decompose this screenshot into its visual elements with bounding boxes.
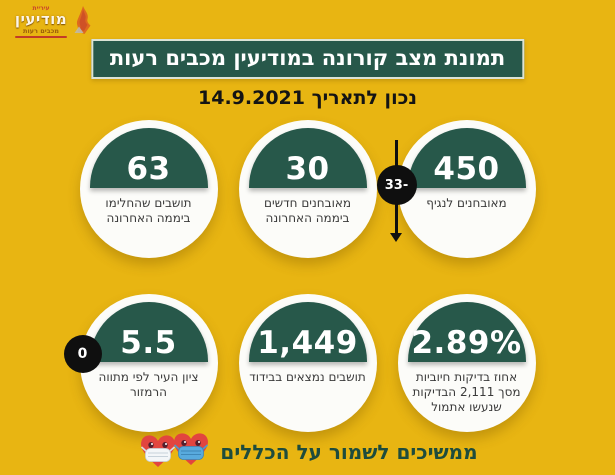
logo-city-suffix: מכבים רעות <box>23 27 59 36</box>
logo-city-name: מודיעין <box>14 10 68 29</box>
stat-label: מאובחנים חדשים ביממה האחרונה <box>263 196 352 225</box>
logo-city-prefix: עיריית <box>32 5 50 13</box>
stat-value: 63 <box>126 151 171 187</box>
stat-label: תושבים נמצאים בבידוד <box>249 370 366 384</box>
stats-row-bottom: 2.89% אחוז בדיקות חיוביות מסך 2,111 הבדי… <box>0 294 615 432</box>
stat-new-cases: 30 מאובחנים חדשים ביממה האחרונה <box>238 120 377 258</box>
stats-row-top: 450 מאובחנים לנגיף -33 30 מאובחנים חדשים… <box>0 120 615 258</box>
stat-dome: 2.89% <box>407 302 526 362</box>
stat-in-isolation: 1,449 תושבים נמצאים בבידוד <box>238 294 377 432</box>
logo-underline <box>14 35 68 38</box>
stat-circle: 450 מאובחנים לנגיף <box>397 120 536 258</box>
stat-circle: 5.5 ציון העיר לפי מתווה הרמזור <box>79 294 218 432</box>
stat-value: 450 <box>433 151 500 187</box>
stat-value: 30 <box>285 151 330 187</box>
stat-dome: 30 <box>248 128 367 188</box>
stat-label: מאובחנים לנגיף <box>426 196 507 210</box>
stat-dome: 1,449 <box>248 302 367 362</box>
stat-value: 1,449 <box>257 325 358 361</box>
page-title: תמונת מצב קורונה במודיעין מכבים רעות <box>90 39 525 79</box>
stat-label: תושבים שהחלימו ביממה האחרונה <box>105 196 192 225</box>
score-change-badge: 0 <box>63 335 102 373</box>
stat-circle: 30 מאובחנים חדשים ביממה האחרונה <box>238 120 377 258</box>
change-badge: -33 <box>376 165 417 205</box>
masked-hearts-icon <box>137 429 211 475</box>
stat-circle: 1,449 תושבים נמצאים בבידוד <box>238 294 377 432</box>
footer-message: ממשיכים לשמור על הכללים <box>220 440 478 464</box>
logo-figure-icon <box>73 5 92 39</box>
stat-circle: 2.89% אחוז בדיקות חיוביות מסך 2,111 הבדי… <box>397 294 536 432</box>
stat-dome: 5.5 <box>89 302 208 362</box>
stat-traffic-light-score: 5.5 ציון העיר לפי מתווה הרמזור 0 <box>63 294 218 432</box>
stat-value: 5.5 <box>120 325 177 361</box>
logo-text: עיריית מודיעין מכבים רעות <box>10 5 72 38</box>
stat-diagnosed-total: 450 מאובחנים לנגיף -33 <box>376 120 536 258</box>
stat-dome: 450 <box>407 128 526 188</box>
municipality-logo: עיריית מודיעין מכבים רעות <box>10 5 92 39</box>
stat-label: ציון העיר לפי מתווה הרמזור <box>98 370 199 399</box>
stat-circle: 63 תושבים שהחלימו ביממה האחרונה <box>79 120 218 258</box>
date-line: נכון לתאריך 14.9.2021 <box>198 87 417 109</box>
footer: ממשיכים לשמור על הכללים <box>0 429 615 475</box>
stat-label: אחוז בדיקות חיוביות מסך 2,111 הבדיקות שנ… <box>412 370 521 414</box>
stat-recovered: 63 תושבים שהחלימו ביממה האחרונה <box>79 120 218 258</box>
stat-positive-rate: 2.89% אחוז בדיקות חיוביות מסך 2,111 הבדי… <box>397 294 536 432</box>
stat-value: 2.89% <box>411 325 522 361</box>
stat-dome: 63 <box>89 128 208 188</box>
